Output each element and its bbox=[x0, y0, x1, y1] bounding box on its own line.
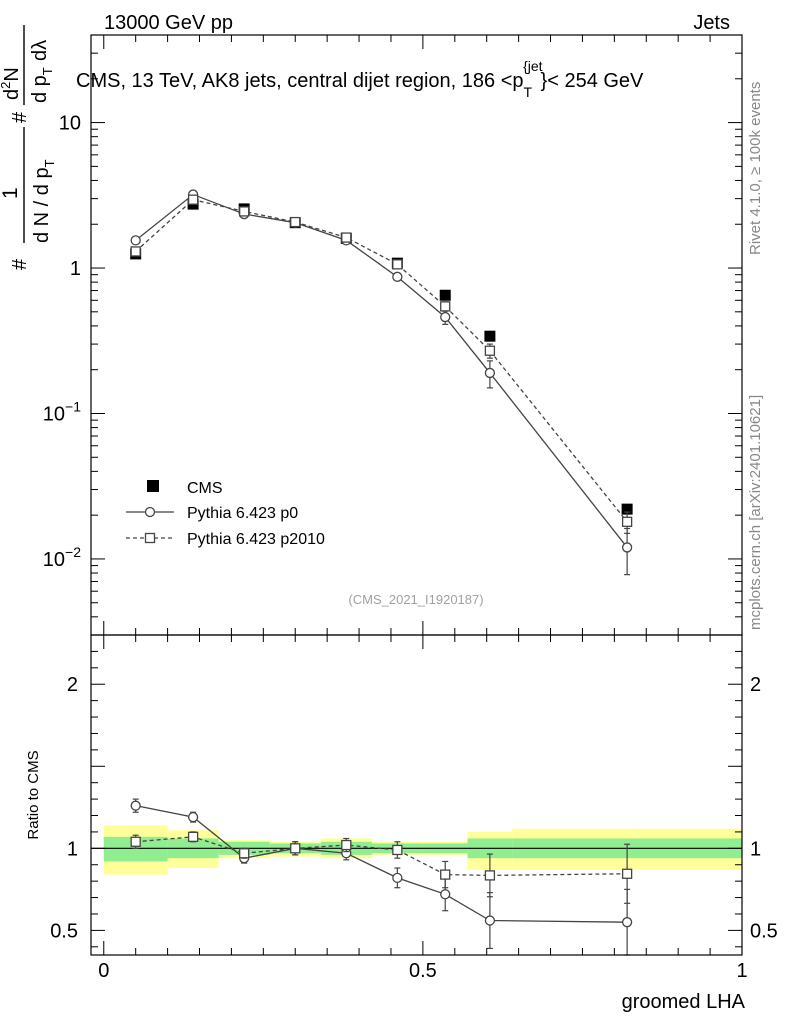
p0-ratio-point bbox=[621, 917, 633, 928]
ratio-y-tick-label-right: 0.5 bbox=[750, 920, 778, 942]
p2010-ratio-point bbox=[239, 848, 250, 859]
main-y-tick-label: 10−2 bbox=[43, 544, 81, 571]
legend-p2010-label: Pythia 6.423 p2010 bbox=[187, 531, 325, 548]
x-tick-label: 1 bbox=[736, 960, 747, 982]
title-range-tail: }< 254 GeV bbox=[541, 70, 645, 92]
ratio-plot-panel: 0.5 0.51 12 20 0.5 1 Ratio to CMS groomed LHA bbox=[25, 634, 778, 1013]
p2010-main-point bbox=[239, 206, 250, 217]
p2010-main-point bbox=[621, 516, 633, 527]
p0-ratio-point bbox=[187, 812, 199, 823]
main-y-tick-label: 1 bbox=[70, 258, 81, 280]
p0-ratio-point bbox=[440, 889, 451, 900]
ylabel-lead-hash: # bbox=[9, 258, 31, 270]
p2010-ratio-point bbox=[130, 836, 141, 847]
analysis-watermark: (CMS_2021_I1920187) bbox=[348, 592, 483, 607]
p0-main-point bbox=[440, 311, 451, 323]
x-axis-label: groomed LHA bbox=[622, 991, 746, 1013]
p2010-main-point bbox=[392, 259, 403, 270]
ratio-plot-frame bbox=[90, 634, 743, 956]
ratio-y-tick-label: 2 bbox=[67, 674, 78, 696]
ratio-y-tick-label-right: 2 bbox=[750, 674, 761, 696]
ylabel-dpt: d pT bbox=[29, 67, 55, 103]
ylabel-mid-hash: # bbox=[9, 111, 31, 123]
p2010-main-point bbox=[130, 246, 141, 257]
main-plot-title: CMS, 13 TeV, AK8 jets, central dijet reg… bbox=[76, 58, 644, 100]
main-y-tick-label: 10−1 bbox=[43, 398, 81, 425]
p0-main-point bbox=[621, 542, 633, 553]
x-tick-label: 0 bbox=[98, 960, 109, 982]
x-tick-label: 0.5 bbox=[409, 960, 437, 982]
main-y-axis-label: # 1 d N / d pT # d2N d pT dλ bbox=[0, 25, 57, 270]
title-pt-subscript: T bbox=[524, 84, 533, 100]
cms-data-point bbox=[484, 330, 496, 342]
rivet-version-label: Rivet 4.1.0, ≥ 100k events bbox=[747, 82, 764, 255]
p0-main-point bbox=[130, 235, 141, 246]
legend-p0-label: Pythia 6.423 p0 bbox=[187, 505, 298, 522]
p2010-main-point bbox=[484, 345, 496, 356]
ylabel-d2n: d2N bbox=[0, 67, 23, 100]
title-main-text: CMS, 13 TeV, AK8 jets, central dijet reg… bbox=[76, 70, 524, 92]
p2010-ratio-point bbox=[392, 844, 403, 856]
p2010-ratio-point bbox=[484, 870, 496, 881]
legend: CMS Pythia 6.423 p0 Pythia 6.423 p2010 bbox=[126, 480, 325, 548]
p0-ratio-point bbox=[130, 800, 141, 811]
ylabel-dlambda: dλ bbox=[29, 40, 51, 61]
p2010-ratio-point bbox=[341, 839, 352, 851]
p2010-ratio-point bbox=[290, 843, 301, 854]
main-plot-panel: 10−2 10−1 1 10 CMS, 13 TeV, AK8 jets, centr… bbox=[0, 25, 743, 636]
title-jet-superscript: {jet bbox=[523, 58, 543, 74]
p2010-main-point bbox=[440, 301, 451, 312]
legend-cms-label: CMS bbox=[187, 480, 223, 497]
legend-p0-marker bbox=[144, 506, 156, 518]
header-energy-label: 13000 GeV pp bbox=[104, 12, 233, 34]
p0-ratio-point bbox=[484, 915, 496, 926]
p2010-ratio-point bbox=[440, 869, 451, 880]
cms-data-point bbox=[439, 289, 451, 301]
ratio-y-tick-label-right: 1 bbox=[750, 838, 761, 860]
mcplots-source-label: mcplots.cern.ch [arXiv:2401.10621] bbox=[747, 395, 764, 630]
ratio-y-axis-label: Ratio to CMS bbox=[25, 750, 42, 839]
ylabel-numerator: 1 bbox=[0, 187, 22, 199]
p0-ratio-point bbox=[392, 872, 403, 884]
legend-p2010-marker bbox=[144, 532, 156, 544]
p2010-ratio-point bbox=[187, 831, 199, 842]
p0-main-point bbox=[392, 271, 403, 282]
ratio-y-tick-label: 1 bbox=[67, 838, 78, 860]
ratio-y-tick-label: 0.5 bbox=[50, 920, 78, 942]
p0-main-point bbox=[484, 367, 496, 379]
header-process-label: Jets bbox=[693, 12, 730, 34]
p2010-main-line bbox=[135, 198, 628, 523]
main-y-tick-label: 10 bbox=[59, 113, 81, 135]
p2010-ratio-point bbox=[621, 868, 633, 879]
ylabel-denominator: d N / d pT bbox=[31, 159, 57, 243]
p2010-main-point bbox=[290, 216, 301, 228]
p2010-main-point bbox=[187, 194, 199, 205]
p2010-main-point bbox=[341, 232, 352, 243]
legend-cms-marker bbox=[147, 480, 159, 492]
cms-data-point bbox=[621, 503, 633, 515]
